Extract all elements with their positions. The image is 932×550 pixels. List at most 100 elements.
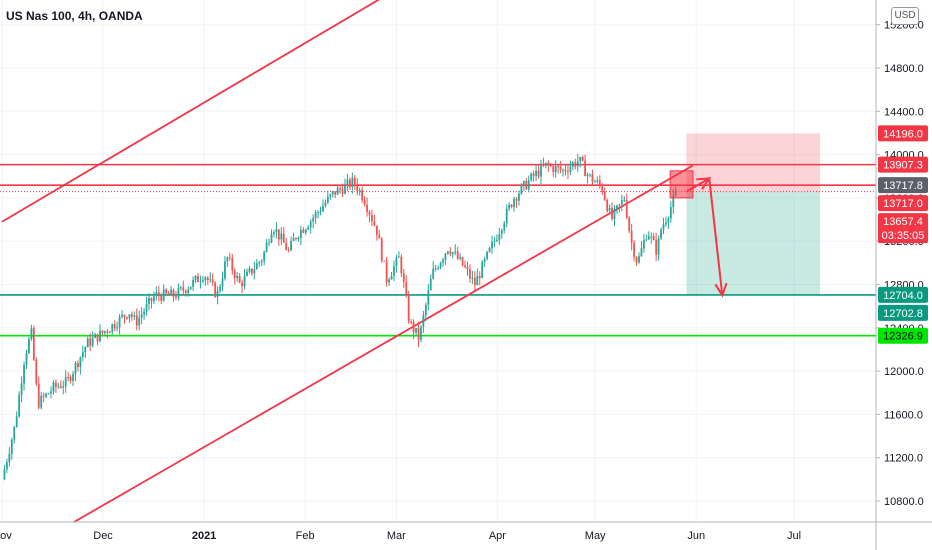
price-label-tag: [878, 177, 928, 194]
arrow-head-up: [696, 177, 712, 190]
candle-body: [640, 248, 643, 257]
candle-body: [576, 161, 579, 167]
candle-body: [295, 238, 297, 240]
candle-body: [37, 383, 40, 408]
candle-body: [214, 282, 217, 297]
candle-body: [307, 227, 310, 230]
candle-body: [130, 314, 133, 317]
price-label-tag: [878, 286, 928, 303]
candle-body: [233, 270, 236, 279]
candle-body: [25, 352, 28, 365]
candle-body: [510, 204, 513, 208]
candle-body: [341, 189, 344, 194]
candle-body: [542, 164, 545, 166]
candle-body: [420, 326, 422, 340]
candle-body: [655, 239, 658, 255]
candle-body: [522, 181, 525, 185]
candle-body: [346, 179, 349, 185]
candle-body: [476, 276, 479, 286]
candle-body: [317, 211, 319, 213]
candle-body: [508, 204, 511, 209]
candle-body: [650, 236, 653, 238]
candle-body: [618, 204, 621, 206]
candle-body: [498, 234, 501, 240]
candle-body: [344, 184, 346, 194]
candle-body: [434, 268, 437, 270]
candle-body: [500, 230, 503, 235]
candle-body: [204, 277, 207, 281]
candle-body: [155, 292, 158, 297]
candle-body: [471, 277, 474, 279]
candle-body: [505, 208, 508, 224]
candle-body: [552, 166, 555, 173]
candle-body: [363, 200, 366, 205]
price-label-text: 13907.3: [883, 160, 923, 172]
candle-body: [410, 321, 413, 323]
candle-body: [429, 278, 432, 291]
candle-body: [520, 184, 523, 194]
candle-body: [277, 229, 280, 240]
price-tick-label: 12000.0: [884, 366, 924, 378]
chart-title: US Nas 100, 4h, OANDA: [6, 9, 143, 23]
time-tick-label: Mar: [387, 530, 406, 542]
candle-body: [55, 382, 57, 387]
candle-body: [579, 157, 582, 162]
price-label-tag: [878, 195, 928, 212]
candle-body: [351, 177, 354, 188]
candle-body: [559, 167, 562, 171]
candle-body: [319, 211, 322, 213]
candle-body: [606, 199, 609, 211]
candle-body: [547, 162, 550, 166]
candle-body: [187, 289, 190, 293]
candle-body: [285, 242, 288, 250]
time-tick-label: 2021: [192, 530, 216, 542]
candle-body: [67, 376, 70, 378]
candle-body: [64, 376, 67, 387]
candle-body: [314, 212, 317, 219]
candle-body: [13, 426, 16, 440]
candles: [3, 153, 677, 481]
candle-body: [226, 257, 229, 262]
candle-body: [608, 207, 611, 211]
candle-body: [459, 257, 462, 259]
price-label-tag: [878, 327, 928, 344]
candle-body: [358, 190, 361, 192]
candle-body: [10, 439, 13, 454]
candle-body: [69, 377, 72, 381]
candle-body: [8, 453, 11, 463]
candle-body: [224, 261, 226, 279]
candle-body: [192, 279, 194, 287]
candle-body: [540, 164, 542, 177]
currency-badge[interactable]: USD: [891, 7, 919, 25]
candle-body: [309, 221, 312, 228]
candle-body: [598, 180, 601, 185]
candle-body: [415, 328, 417, 333]
candle-body: [273, 232, 275, 235]
candle-body: [398, 256, 400, 258]
candle-body: [427, 290, 430, 305]
candle-body: [28, 339, 30, 353]
candle-body: [104, 331, 106, 333]
candle-body: [628, 217, 631, 231]
candle-body: [393, 266, 395, 276]
candle-body: [361, 190, 364, 201]
candle-body: [331, 191, 334, 195]
candle-body: [81, 352, 84, 358]
candle-body: [99, 330, 101, 342]
candle-body: [3, 469, 6, 480]
annotations: [669, 170, 728, 298]
candle-body: [165, 289, 168, 294]
candle-body: [116, 327, 119, 329]
candle-body: [444, 253, 447, 260]
candle-body: [18, 394, 21, 417]
candle-body: [665, 222, 667, 225]
candle-body: [326, 196, 329, 203]
candle-body: [162, 289, 165, 301]
time-tick-label: Dec: [93, 530, 113, 542]
candle-body: [268, 242, 270, 244]
candle-body: [545, 162, 547, 166]
candle-body: [292, 238, 295, 241]
candle-body: [596, 180, 599, 182]
candle-body: [89, 338, 92, 346]
